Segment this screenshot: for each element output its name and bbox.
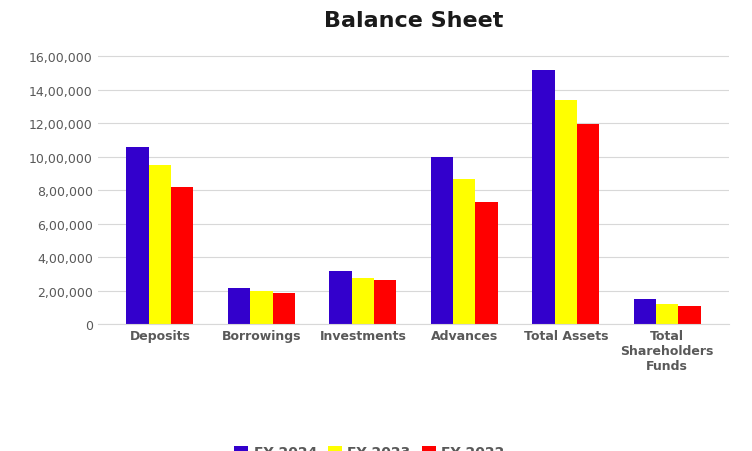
Bar bbox=[453, 179, 475, 325]
Bar bbox=[656, 304, 678, 325]
Bar bbox=[126, 147, 149, 325]
Bar bbox=[228, 288, 250, 325]
Bar bbox=[329, 271, 352, 325]
Bar bbox=[634, 299, 656, 325]
Bar bbox=[250, 291, 272, 325]
Bar bbox=[149, 166, 171, 325]
Title: Balance Sheet: Balance Sheet bbox=[324, 11, 503, 31]
Legend: FY 2024, FY 2023, FY 2022: FY 2024, FY 2023, FY 2022 bbox=[229, 440, 510, 451]
Bar bbox=[532, 71, 555, 325]
Bar bbox=[475, 202, 498, 325]
Bar bbox=[431, 157, 453, 325]
Bar bbox=[577, 125, 599, 325]
Bar bbox=[555, 101, 577, 325]
Bar bbox=[272, 293, 295, 325]
Bar bbox=[352, 278, 374, 325]
Bar bbox=[374, 281, 396, 325]
Bar bbox=[171, 188, 193, 325]
Bar bbox=[678, 306, 701, 325]
